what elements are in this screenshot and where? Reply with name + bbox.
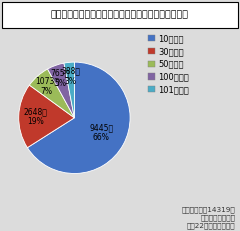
- Text: 『図表１』　タクシー業界　事業者の規模別構成比率: 『図表１』 タクシー業界 事業者の規模別構成比率: [51, 11, 189, 19]
- Text: 9445社
66%: 9445社 66%: [89, 123, 113, 142]
- Wedge shape: [48, 63, 74, 118]
- Text: 1073社
7%: 1073社 7%: [35, 77, 59, 96]
- Wedge shape: [27, 62, 130, 173]
- FancyBboxPatch shape: [2, 2, 238, 28]
- Wedge shape: [19, 85, 74, 148]
- Text: 765社
5%: 765社 5%: [51, 69, 70, 88]
- Legend: 10両まで, 30両まで, 50両まで, 100両まで, 101両以上: 10両まで, 30両まで, 50両まで, 100両まで, 101両以上: [148, 34, 189, 94]
- Text: 388社
3%: 388社 3%: [61, 67, 80, 86]
- Wedge shape: [64, 62, 74, 118]
- Wedge shape: [29, 69, 74, 118]
- Text: 法人等　合記14319社
国土交通省調べ、
平成22年度実績による: 法人等 合記14319社 国土交通省調べ、 平成22年度実績による: [181, 207, 235, 229]
- Text: 2648社
19%: 2648社 19%: [24, 107, 47, 126]
